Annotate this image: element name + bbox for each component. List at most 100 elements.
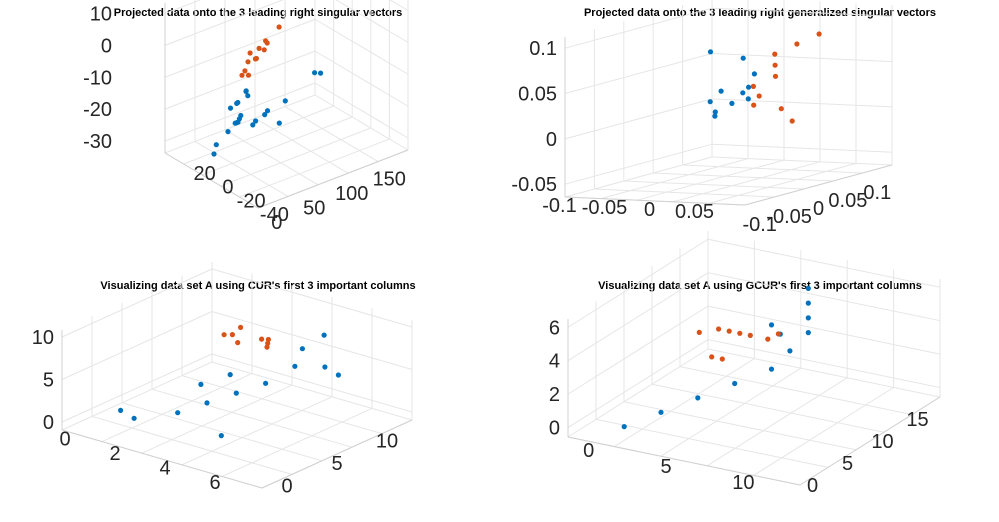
scatter-point <box>751 71 758 77</box>
scatter-point <box>765 336 771 342</box>
scatter-point <box>709 354 715 360</box>
scatter-point <box>335 372 341 378</box>
scatter-point <box>299 346 305 352</box>
scatter-point <box>729 100 735 106</box>
panel-3-y-tick: 6 <box>209 472 220 494</box>
scatter-point <box>282 98 288 104</box>
scatter-point <box>213 142 219 148</box>
panel-1-series-2 <box>239 24 282 78</box>
panel-2-y-tick: -0.1 <box>542 195 576 217</box>
panel-4-z-tick: 4 <box>549 351 560 373</box>
scatter-point <box>746 84 752 90</box>
scatter-point <box>227 372 233 378</box>
scatter-panel-2: Projected data onto the 3 leading right … <box>511 0 936 236</box>
panel-4-grid <box>567 231 941 486</box>
scatter-point <box>253 118 259 124</box>
scatter-panel-1: Projected data onto the 3 leading right … <box>83 0 409 234</box>
panel-3-title: Visualizing data set A using CUR's first… <box>100 280 415 292</box>
scatter-point <box>261 47 267 53</box>
panel-3-x-tick: 10 <box>376 430 398 452</box>
panel-3-z-tick: 5 <box>43 370 54 392</box>
scatter-point <box>816 31 822 37</box>
scatter-point <box>747 332 753 338</box>
panel-3-x-tick: 0 <box>281 476 292 498</box>
scatter-point <box>805 330 811 336</box>
panel-1-y-tick: 0 <box>222 177 233 199</box>
panel-1-x-tick: 100 <box>335 183 368 205</box>
scatter-panel-3: Visualizing data set A using CUR's first… <box>32 262 416 498</box>
panel-3-z-tick: 10 <box>32 327 54 349</box>
panel-2-x-tick: 0 <box>813 198 824 220</box>
panel-2-z-tick: 0 <box>546 129 557 151</box>
scatter-point <box>253 55 259 62</box>
scatter-point <box>787 348 793 354</box>
panel-1-x-tick: 0 <box>271 212 282 234</box>
scatter-point <box>245 59 251 65</box>
scatter-point <box>756 93 762 99</box>
panel-2-series-1 <box>707 49 758 119</box>
panel-4-x-tick: 10 <box>871 431 893 453</box>
panel-4-z-tick: 0 <box>549 418 560 440</box>
scatter-point <box>198 381 204 387</box>
scatter-point <box>775 331 782 337</box>
scatter-point <box>318 70 324 76</box>
panel-4-z-tick: 6 <box>549 317 560 339</box>
scatter-point <box>322 364 328 370</box>
scatter-point <box>235 340 241 346</box>
panel-1-series-1 <box>211 70 324 157</box>
panel-2-y-tick: 0 <box>644 199 655 221</box>
scatter-point <box>175 410 181 416</box>
panel-3-series-1 <box>118 332 341 439</box>
scatter-point <box>805 285 811 291</box>
scatter-panel-4: Visualizing data set A using GCUR's firs… <box>549 231 941 497</box>
panel-2-series-2 <box>750 31 822 124</box>
scatter-point <box>232 120 238 126</box>
scatter-point <box>718 88 724 94</box>
panel-4-x-tick: 5 <box>842 453 853 475</box>
scatter-point <box>696 329 702 335</box>
panel-1-z-tick: 0 <box>101 35 112 57</box>
scatter-point <box>695 395 701 401</box>
scatter-point <box>805 300 811 306</box>
panel-2-grid <box>564 0 893 206</box>
scatter-point <box>751 102 757 108</box>
scatter-point <box>794 41 800 47</box>
scatter-point <box>276 120 282 126</box>
scatter-point <box>805 315 811 321</box>
panel-2-x-tick: -0.05 <box>766 206 812 228</box>
scatter-point <box>778 106 784 112</box>
scatter-point <box>719 356 725 362</box>
panel-1-y-tick: -40 <box>260 204 289 226</box>
scatter-point <box>750 83 757 89</box>
panel-3-grid <box>61 262 413 489</box>
panel-1-z-tick: -20 <box>83 99 112 121</box>
panel-1-z-tick: 10 <box>90 4 112 26</box>
scatter-point <box>658 409 664 415</box>
panel-1-z-tick: -30 <box>83 131 112 153</box>
scatter-point <box>768 322 775 328</box>
panel-4-series-1 <box>621 285 811 430</box>
scatter-point <box>118 407 124 413</box>
scatter-point <box>234 100 240 106</box>
panel-1-y-tick: -20 <box>237 190 266 212</box>
scatter-point <box>737 330 743 336</box>
scatter-point <box>768 366 775 372</box>
scatter-point <box>243 88 249 94</box>
scatter-point <box>221 332 227 338</box>
panel-3-y-tick: 4 <box>159 457 170 479</box>
scatter-point <box>732 380 738 387</box>
scatter-point <box>256 45 262 52</box>
panel-2-z-tick: -0.05 <box>511 174 557 196</box>
scatter-point <box>263 380 269 386</box>
panel-3-y-tick: 2 <box>109 443 120 465</box>
panel-4-x-tick: 0 <box>807 475 818 497</box>
scatter-point <box>259 336 265 342</box>
panel-4-y-tick: 5 <box>660 456 671 478</box>
panel-4-title: Visualizing data set A using GCUR's firs… <box>598 280 922 292</box>
scatter-point <box>247 50 253 56</box>
panel-2-x-tick: 0.05 <box>828 190 867 212</box>
scatter-point <box>225 129 231 135</box>
panel-2-x-tick: -0.1 <box>742 214 776 236</box>
scatter-point <box>312 70 318 76</box>
